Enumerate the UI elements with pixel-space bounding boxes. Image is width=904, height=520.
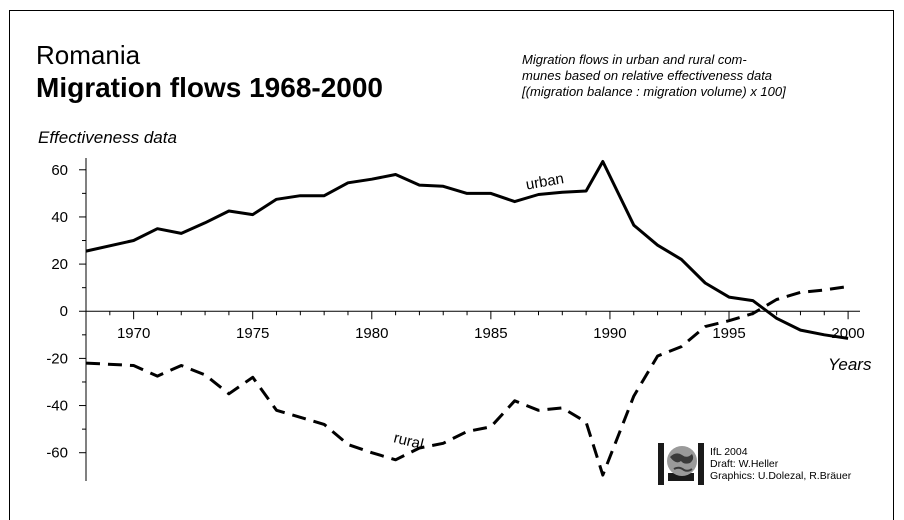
x-tick-label: 1985 — [474, 325, 507, 342]
credits-line: Draft: W.Heller — [710, 458, 779, 470]
ifl-globe-logo-icon — [658, 443, 704, 485]
credits-line: Graphics: U.Dolezal, R.Bräuer — [710, 470, 852, 482]
series-annotation-urban: urban — [524, 170, 565, 193]
description-line: Migration flows in urban and rural com- — [522, 52, 747, 67]
x-tick-label: 1975 — [236, 325, 269, 342]
x-tick-label: 1980 — [355, 325, 388, 342]
x-tick-label: 1990 — [593, 325, 626, 342]
y-axis-label: Effectiveness data — [38, 128, 177, 147]
x-tick-label: 1970 — [117, 325, 150, 342]
description-line: [(migration balance : migration volume) … — [522, 84, 786, 99]
x-axis-label: Years — [828, 355, 872, 374]
credits-block: IfL 2004 Draft: W.Heller Graphics: U.Dol… — [710, 446, 851, 482]
y-tick-label: -20 — [46, 350, 68, 367]
description-line: munes based on relative effectiveness da… — [522, 68, 773, 83]
credits-line: IfL 2004 — [710, 446, 748, 458]
country-label: Romania — [36, 40, 141, 70]
chart-frame — [9, 10, 894, 520]
y-tick-label: -60 — [46, 445, 68, 462]
y-tick-label: -40 — [46, 398, 68, 415]
x-tick-label: 1995 — [712, 325, 745, 342]
chart-description: Migration flows in urban and rural com- … — [522, 52, 892, 100]
y-tick-label: 40 — [51, 209, 68, 226]
series-annotation-rural: rural — [392, 429, 425, 453]
y-tick-label: 0 — [60, 303, 68, 320]
series-line-urban — [85, 160, 849, 340]
y-tick-label: 60 — [51, 162, 68, 179]
y-tick-label: 20 — [51, 256, 68, 273]
series-line-rural — [85, 285, 849, 477]
x-tick-label: 2000 — [831, 325, 864, 342]
chart-title: Migration flows 1968-2000 — [36, 72, 384, 103]
